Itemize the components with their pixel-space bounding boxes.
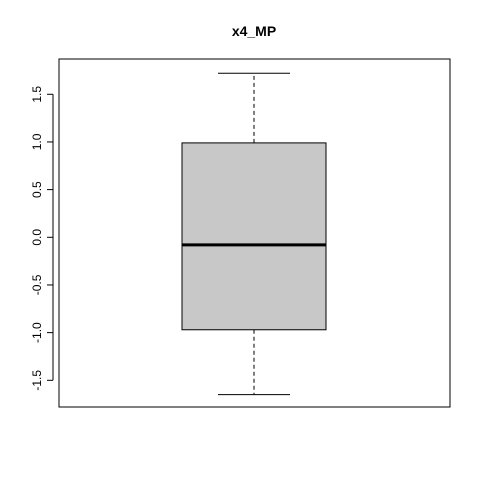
y-tick-label: -0.5 <box>30 274 44 295</box>
y-tick-label: 0.5 <box>30 181 44 198</box>
y-tick-label: 1.0 <box>30 133 44 150</box>
y-tick-label: 1.5 <box>30 86 44 103</box>
iqr-box <box>181 142 327 331</box>
box-group <box>181 72 327 396</box>
y-tick-label: 0.0 <box>30 229 44 246</box>
y-axis: -1.5 -1.0 -0.5 0.0 0.5 1.0 1.5 <box>30 86 54 391</box>
chart-title: x4_MP <box>232 23 276 39</box>
y-tick-label: -1.0 <box>30 322 44 343</box>
plot-frame <box>58 58 451 408</box>
y-tick-label: -1.5 <box>30 370 44 391</box>
